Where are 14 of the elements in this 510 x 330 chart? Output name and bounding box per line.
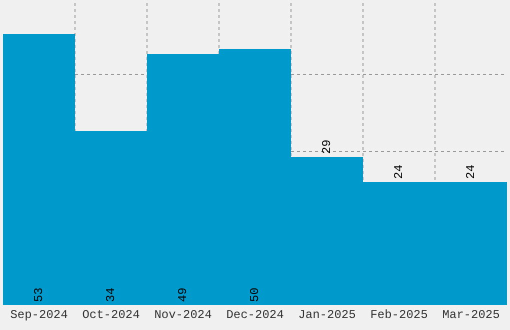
x-tick-label: Sep-2024 xyxy=(10,308,68,322)
x-tick-label: Feb-2025 xyxy=(370,308,428,322)
x-tick-label: Dec-2024 xyxy=(226,308,284,322)
data-label: 50 xyxy=(248,288,262,302)
data-label: 53 xyxy=(32,288,46,302)
data-label: 49 xyxy=(176,288,190,302)
data-label: 34 xyxy=(104,288,118,302)
x-tick-label: Nov-2024 xyxy=(154,308,212,322)
x-tick-label: Mar-2025 xyxy=(442,308,500,322)
data-label: 29 xyxy=(320,140,334,154)
data-label: 24 xyxy=(464,164,478,179)
data-label: 24 xyxy=(392,164,406,179)
x-tick-label: Oct-2024 xyxy=(82,308,140,322)
x-tick-label: Jan-2025 xyxy=(298,308,356,322)
